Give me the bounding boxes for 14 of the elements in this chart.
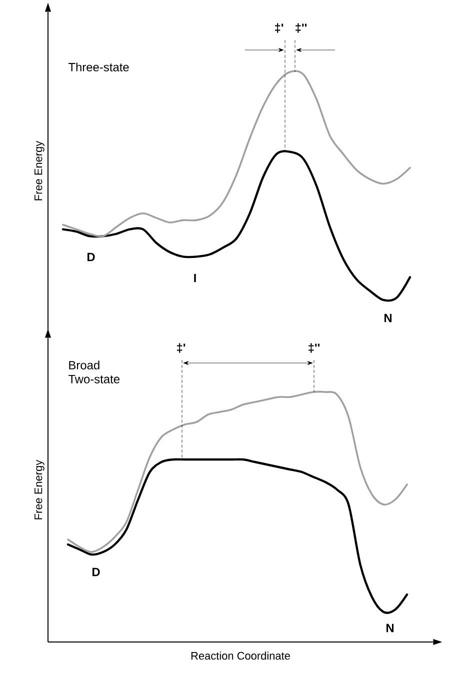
annotation: D [87, 252, 95, 262]
text: ‡' [275, 23, 284, 33]
annotation: D [92, 568, 100, 576]
text: ‡'' [296, 23, 307, 33]
text: Three-state [68, 62, 129, 72]
y-axis-title: Free Energy [34, 460, 44, 520]
text: ‡' [177, 343, 186, 353]
text: N [384, 314, 392, 322]
text: Broad Two-state [68, 360, 120, 384]
annotation: I [194, 274, 196, 282]
annotation: N [386, 624, 394, 632]
x-axis-title: Reaction Coordinate [191, 652, 290, 660]
text: ‡'' [308, 343, 320, 353]
y-axis-title: Free Energy [34, 140, 44, 200]
